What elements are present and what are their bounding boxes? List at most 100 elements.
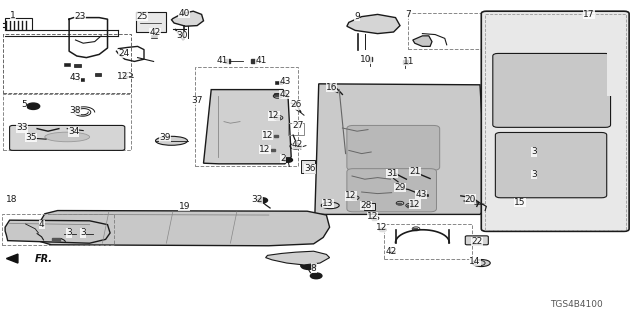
Bar xyxy=(274,93,280,96)
Bar xyxy=(413,228,417,230)
Polygon shape xyxy=(35,211,330,246)
Circle shape xyxy=(310,273,322,279)
Bar xyxy=(136,12,166,32)
Bar xyxy=(251,59,256,63)
Ellipse shape xyxy=(472,260,490,267)
Bar xyxy=(3,34,131,93)
Bar xyxy=(5,18,32,30)
Bar xyxy=(52,238,60,241)
Bar xyxy=(389,251,395,253)
Bar xyxy=(485,14,626,230)
Circle shape xyxy=(27,103,40,109)
Polygon shape xyxy=(413,36,432,46)
Text: 43: 43 xyxy=(70,73,81,82)
Circle shape xyxy=(257,198,268,203)
Bar xyxy=(364,203,375,210)
Bar xyxy=(407,205,411,207)
Text: 20: 20 xyxy=(465,195,476,204)
Text: 12: 12 xyxy=(117,72,129,81)
Bar xyxy=(353,197,356,199)
Text: 12: 12 xyxy=(345,191,356,200)
Text: 12: 12 xyxy=(259,145,271,154)
Bar xyxy=(288,123,304,135)
FancyBboxPatch shape xyxy=(495,132,607,198)
Text: 13: 13 xyxy=(322,199,333,208)
Polygon shape xyxy=(315,84,483,214)
Ellipse shape xyxy=(45,132,90,142)
Text: 12: 12 xyxy=(367,212,378,221)
Bar xyxy=(74,64,81,67)
Text: 42: 42 xyxy=(279,90,291,99)
Text: 25: 25 xyxy=(136,12,148,21)
Bar xyxy=(384,224,472,259)
Text: 11: 11 xyxy=(403,57,414,66)
Bar xyxy=(274,135,278,137)
Text: 14: 14 xyxy=(469,257,481,266)
Text: 9: 9 xyxy=(355,12,360,21)
FancyBboxPatch shape xyxy=(10,125,125,150)
Text: 22: 22 xyxy=(471,237,483,246)
Text: 43: 43 xyxy=(415,190,427,199)
Bar xyxy=(225,59,230,63)
Bar xyxy=(2,214,114,245)
Bar xyxy=(78,78,84,81)
Bar xyxy=(275,81,282,84)
Bar xyxy=(276,117,280,119)
Ellipse shape xyxy=(321,202,339,209)
Text: 18: 18 xyxy=(6,196,17,204)
Text: 29: 29 xyxy=(394,183,406,192)
Bar xyxy=(368,57,372,61)
Circle shape xyxy=(301,262,316,269)
Text: FR.: FR. xyxy=(35,253,53,264)
Text: 23: 23 xyxy=(74,12,86,21)
Ellipse shape xyxy=(156,136,188,145)
Text: 32: 32 xyxy=(252,195,263,204)
Text: 26: 26 xyxy=(290,100,301,109)
Bar xyxy=(397,203,401,204)
Text: 35: 35 xyxy=(25,133,36,142)
Text: 39: 39 xyxy=(159,133,171,142)
Text: 3: 3 xyxy=(67,228,72,237)
Text: 33: 33 xyxy=(17,124,28,132)
FancyArrow shape xyxy=(6,254,18,263)
Bar xyxy=(151,35,157,38)
Text: 43: 43 xyxy=(279,77,291,86)
Text: TGS4B4100: TGS4B4100 xyxy=(550,300,602,309)
Text: 40: 40 xyxy=(179,9,190,18)
Text: 12: 12 xyxy=(376,223,387,232)
Text: 42: 42 xyxy=(149,28,161,37)
Bar xyxy=(403,60,408,64)
Text: 12: 12 xyxy=(262,131,273,140)
FancyBboxPatch shape xyxy=(347,125,440,170)
Bar xyxy=(380,229,384,231)
Polygon shape xyxy=(347,14,400,34)
Bar xyxy=(301,160,315,173)
Bar xyxy=(64,63,70,66)
Text: 41: 41 xyxy=(255,56,267,65)
Text: 1: 1 xyxy=(10,12,15,20)
Text: 2: 2 xyxy=(280,154,285,163)
Text: 4: 4 xyxy=(39,220,44,229)
Text: 41: 41 xyxy=(217,56,228,65)
Bar xyxy=(408,13,484,49)
Text: 28: 28 xyxy=(360,201,372,210)
Bar xyxy=(124,76,127,78)
Text: 34: 34 xyxy=(68,127,79,136)
FancyBboxPatch shape xyxy=(347,169,436,212)
FancyBboxPatch shape xyxy=(465,236,488,245)
Text: 8: 8 xyxy=(311,264,316,273)
FancyBboxPatch shape xyxy=(493,53,611,127)
Text: 5: 5 xyxy=(22,100,27,109)
Bar xyxy=(607,49,624,96)
Bar xyxy=(293,145,298,148)
Bar xyxy=(95,73,101,76)
Polygon shape xyxy=(5,220,110,243)
Text: 19: 19 xyxy=(179,202,190,211)
Text: 15: 15 xyxy=(514,198,525,207)
Text: 42: 42 xyxy=(386,247,397,256)
Text: 36: 36 xyxy=(305,164,316,173)
FancyBboxPatch shape xyxy=(481,11,629,231)
Text: 21: 21 xyxy=(409,167,420,176)
Text: 12: 12 xyxy=(409,200,420,209)
Text: 3: 3 xyxy=(81,228,86,237)
